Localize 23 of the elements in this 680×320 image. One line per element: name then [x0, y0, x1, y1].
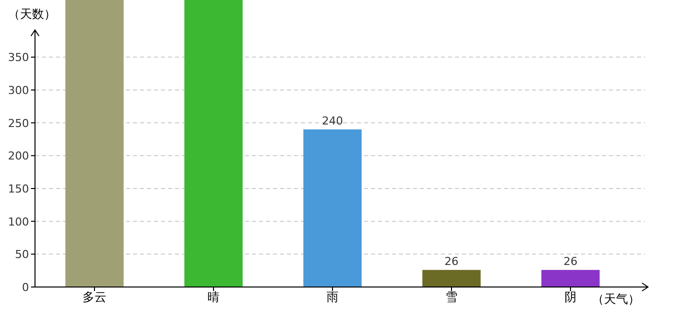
bar — [422, 270, 481, 287]
y-axis-title: （天数） — [8, 7, 56, 21]
x-tick-label: 阴 — [564, 290, 576, 304]
y-tick-label: 200 — [8, 150, 29, 163]
bar — [65, 0, 124, 287]
y-tick-label: 50 — [15, 248, 29, 262]
x-tick-label: 雨 — [326, 290, 338, 304]
y-tick-label: 0 — [22, 281, 29, 294]
data-label: 26 — [564, 254, 578, 268]
y-tick-label: 100 — [8, 215, 29, 228]
x-tick-label: 多云 — [82, 290, 106, 304]
y-tick-label: 350 — [8, 51, 29, 64]
bar — [303, 129, 362, 287]
x-axis-title: （天气） — [592, 292, 640, 306]
bar — [184, 0, 243, 287]
x-tick-label: 雪 — [446, 290, 458, 304]
bar — [541, 270, 600, 287]
x-tick-label: 晴 — [208, 290, 220, 304]
data-label: 26 — [444, 254, 458, 268]
y-tick-label: 250 — [8, 116, 29, 130]
y-tick-label: 300 — [8, 84, 29, 97]
y-tick-label: 150 — [8, 182, 29, 196]
data-label: 240 — [322, 114, 343, 128]
